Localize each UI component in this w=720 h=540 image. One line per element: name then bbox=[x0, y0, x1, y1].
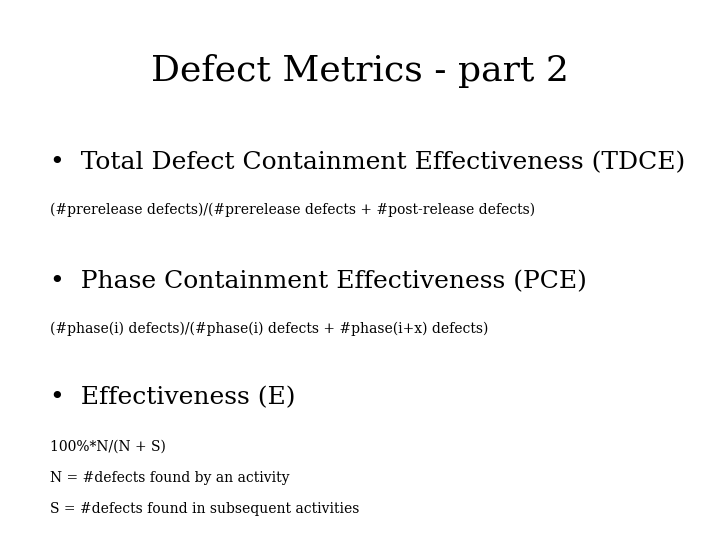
Text: •  Effectiveness (E): • Effectiveness (E) bbox=[50, 386, 296, 409]
Text: (#prerelease defects)/(#prerelease defects + #post-release defects): (#prerelease defects)/(#prerelease defec… bbox=[50, 202, 536, 217]
Text: •  Total Defect Containment Effectiveness (TDCE): • Total Defect Containment Effectiveness… bbox=[50, 151, 685, 174]
Text: •  Phase Containment Effectiveness (PCE): • Phase Containment Effectiveness (PCE) bbox=[50, 270, 588, 293]
Text: Defect Metrics - part 2: Defect Metrics - part 2 bbox=[151, 54, 569, 88]
Text: (#phase(i) defects)/(#phase(i) defects + #phase(i+x) defects): (#phase(i) defects)/(#phase(i) defects +… bbox=[50, 321, 489, 336]
Text: N = #defects found by an activity: N = #defects found by an activity bbox=[50, 471, 290, 485]
Text: 100%*N/(N + S): 100%*N/(N + S) bbox=[50, 440, 166, 454]
Text: S = #defects found in subsequent activities: S = #defects found in subsequent activit… bbox=[50, 502, 360, 516]
